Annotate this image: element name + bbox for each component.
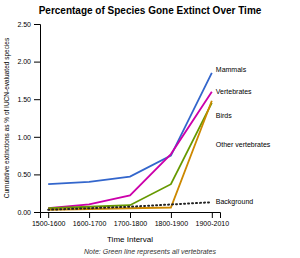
annotation: Mammals [216, 66, 247, 73]
y-tick-label: 2.50 [17, 21, 31, 28]
x-tick-label: 1800-1900 [155, 220, 189, 227]
x-tick-mark [89, 212, 90, 218]
y-tick: 1.50 [17, 96, 40, 103]
y-tick: 0.50 [17, 171, 40, 178]
annotation: Vertebrates [216, 88, 252, 95]
x-axis-title: Time Interval [107, 235, 153, 244]
x-tick-mark [130, 212, 131, 218]
x-tick-label: 1600-1700 [73, 220, 107, 227]
y-tick-mark [34, 24, 40, 25]
y-tick-label: 1.50 [17, 96, 31, 103]
x-axis-line [41, 213, 221, 219]
title: Percentage of Species Gone Extinct Over … [39, 5, 262, 16]
x-tick: 1600-1700 [73, 212, 107, 227]
y-axis-line [34, 25, 41, 213]
x-tick: 1700-1800 [114, 212, 148, 227]
y-tick: 0.00 [17, 209, 40, 216]
annotation: Other vertebrates [216, 141, 271, 148]
y-tick-label: 1.00 [17, 134, 31, 141]
x-tick-mark [171, 212, 172, 218]
y-tick: 2.50 [17, 21, 40, 28]
y-axis-title: Cumulative extinctions as % of IUCN-eval… [3, 37, 11, 198]
y-tick-mark [34, 62, 40, 63]
series-line [48, 92, 212, 209]
x-tick: 1500-1600 [32, 212, 66, 227]
note: Note: Green line represents all vertebra… [84, 248, 216, 256]
y-tick: 2.00 [17, 58, 40, 65]
x-axis: 1500-1600 1600-1700 1700-1800 1800-1900 1900… [32, 212, 229, 227]
y-tick-label: 0.50 [17, 171, 31, 178]
lines [48, 73, 212, 210]
y-tick-mark [34, 99, 40, 100]
y-tick-mark [34, 174, 40, 175]
x-tick-label: 1500-1600 [32, 220, 66, 227]
x-tick-label: 1900-2010 [196, 220, 230, 227]
y-axis: 0.00 0.50 1.00 1.50 2.00 2.50 [17, 21, 40, 216]
series-line [48, 103, 212, 208]
annotation: Background [216, 198, 253, 206]
y-tick-mark [34, 212, 40, 213]
y-tick-label: 2.00 [17, 58, 31, 65]
series-line [48, 101, 212, 210]
plot: 1500-1600 1600-1700 1700-1800 1800-1900 1900… [17, 21, 270, 227]
x-tick: 1800-1900 [155, 212, 189, 227]
x-tick-mark [48, 212, 49, 218]
annotation: Birds [216, 112, 232, 119]
y-tick-mark [34, 137, 40, 138]
x-tick-label: 1700-1800 [114, 220, 148, 227]
annotations: Mammals Vertebrates Birds Other vertebrates… [216, 66, 271, 206]
chart: 1500-1600 1600-1700 1700-1800 1800-1900 1900… [0, 0, 300, 258]
y-tick-label: 0.00 [17, 209, 31, 216]
x-tick-mark [212, 212, 213, 218]
x-tick: 1900-2010 [196, 212, 230, 227]
y-tick: 1.00 [17, 134, 40, 141]
series-line [48, 202, 212, 210]
